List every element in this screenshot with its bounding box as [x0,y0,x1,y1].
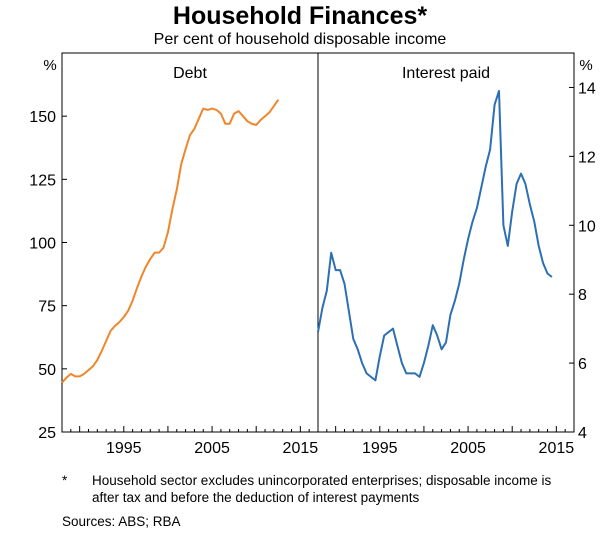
x-tick-label: 1995 [362,440,398,457]
x-axis: 1995 2005 2015 1995 2005 2015 [70,426,575,457]
right-axis-unit: % [579,57,592,74]
footnote: Household sector excludes unincorporated… [92,473,552,505]
y-tick-label: 100 [29,236,56,253]
y-tick-label: 6 [578,356,587,373]
left-axis-unit: % [43,57,56,74]
y-tick-label: 25 [38,425,56,442]
y-tick-label: 125 [29,172,56,189]
footnote-marker: * [62,473,68,488]
interest-series-line [317,89,553,382]
y-tick-label: 12 [578,149,596,166]
x-tick-label: 2005 [450,440,486,457]
panel-title-interest: Interest paid [402,65,490,82]
chart-title: Household Finances* [172,2,428,30]
sources: Sources: ABS; RBA [62,514,181,529]
y-tick-label: 10 [578,218,596,235]
chart-subtitle: Per cent of household disposable income [153,31,447,48]
x-tick-label: 2015 [283,440,319,457]
y-tick-label: 50 [38,362,56,379]
y-tick-label: 14 [578,80,596,97]
y-tick-label: 4 [578,425,587,442]
x-tick-label: 1995 [106,440,142,457]
y-tick-label: 75 [38,299,56,316]
y-tick-label: 150 [29,109,56,126]
right-axis: 4 6 8 10 12 14 [569,80,596,442]
x-tick-label: 2005 [194,440,230,457]
left-axis: 25 50 75 100 125 150 [29,109,67,442]
debt-series-line [61,99,280,384]
panel-title-debt: Debt [173,65,207,82]
x-tick-label: 2015 [539,440,575,457]
series-layer [61,89,553,384]
y-tick-label: 8 [578,287,587,304]
